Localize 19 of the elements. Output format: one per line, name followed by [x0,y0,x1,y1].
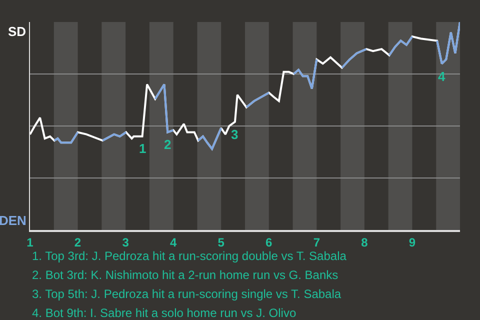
x-tick-label: 5 [218,235,225,250]
x-tick-label: 2 [74,235,82,250]
annotation: 4 [438,69,446,84]
x-tick-label: 4 [170,235,177,250]
text: 2. Bot 3rd: K. Nishimoto hit a 2-run home run vs G. Banks [32,268,338,282]
text: DEN [0,213,26,228]
annotation: 2 [164,137,172,152]
x-tick-label: 7 [313,235,320,250]
text: 3. Top 5th: J. Pedroza hit a run-scoring single vs T. Sabala [32,287,342,301]
annotation: 3 [231,127,238,142]
annotation: 1 [139,141,146,156]
text: 1. Top 3rd: J. Pedroza hit a run-scoring double vs T. Sabala [32,249,347,263]
text: SD [8,24,26,39]
x-tick-label: 3 [122,235,130,250]
x-tick-label: 1 [26,235,34,250]
x-tick-label: 6 [266,235,273,250]
text: 4. Bot 9th: I. Sabre hit a solo home run vs J. Olivo [32,306,296,320]
x-tick-label: 9 [408,235,416,250]
x-tick-label: 8 [361,235,368,250]
